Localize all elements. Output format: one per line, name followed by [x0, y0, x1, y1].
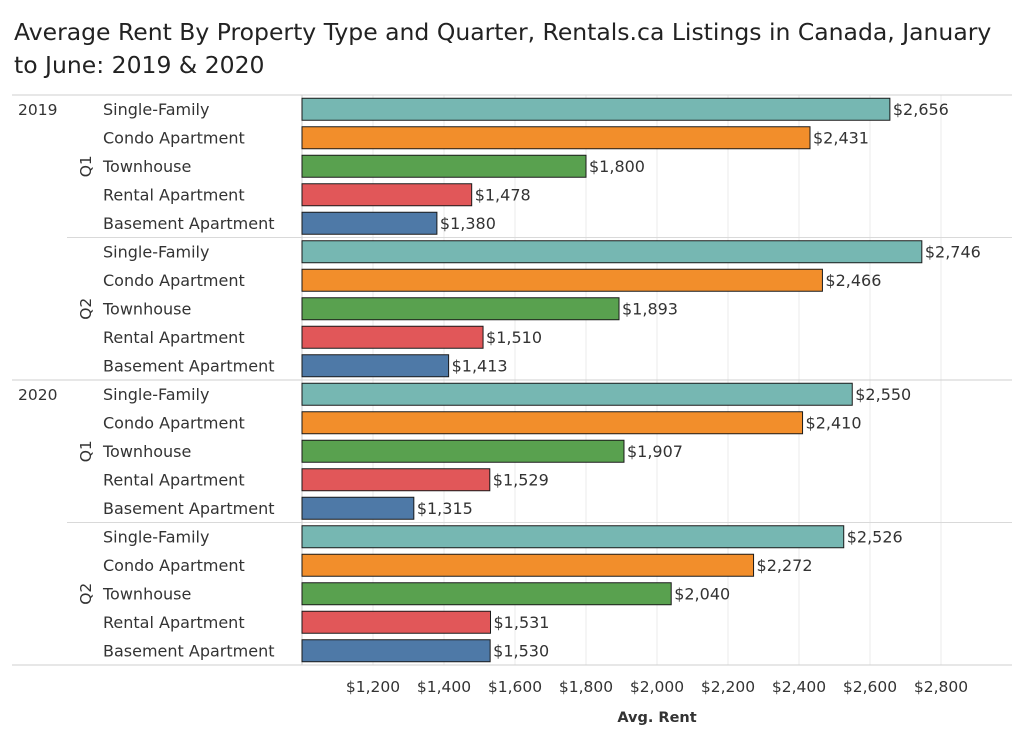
- x-tick-label: $1,200: [346, 678, 400, 696]
- value-label: $1,478: [475, 185, 531, 204]
- bar-2020-q1-single-family: [301, 382, 853, 406]
- value-label: $1,907: [627, 442, 683, 461]
- category-label: Single-Family: [103, 100, 209, 119]
- bar-2019-q2-basement-apartment: [301, 354, 450, 378]
- year-label-2020: 2020: [18, 386, 57, 404]
- value-label: $1,531: [494, 613, 550, 632]
- category-label: Rental Apartment: [103, 185, 245, 204]
- x-axis-title: Avg. Rent: [617, 710, 696, 726]
- x-tick-label: $2,400: [772, 678, 826, 696]
- value-label: $1,315: [417, 499, 473, 518]
- category-label: Townhouse: [102, 442, 191, 461]
- value-label: $2,466: [825, 271, 881, 290]
- value-label: $2,272: [757, 556, 813, 575]
- bar-2019-q1-basement-apartment: [301, 211, 438, 235]
- category-label: Single-Family: [103, 527, 209, 546]
- quarter-label: Q2: [77, 583, 95, 605]
- category-label: Townhouse: [102, 584, 191, 603]
- value-label: $1,529: [493, 470, 549, 489]
- category-label: Rental Apartment: [103, 470, 245, 489]
- category-label: Townhouse: [102, 157, 191, 176]
- x-tick-label: $1,800: [559, 678, 613, 696]
- chart-title: Average Rent By Property Type and Quarte…: [14, 18, 992, 79]
- category-label: Rental Apartment: [103, 613, 245, 632]
- category-label: Condo Apartment: [103, 413, 245, 432]
- bar-2019-q2-townhouse: [301, 297, 620, 321]
- value-label: $2,040: [674, 584, 730, 603]
- bar-2019-q2-rental-apartment: [301, 325, 484, 349]
- value-label: $1,893: [622, 299, 678, 318]
- x-tick-label: $2,200: [701, 678, 755, 696]
- bar-2019-q1-condo-apartment: [301, 126, 811, 150]
- bar-2020-q2-condo-apartment: [301, 553, 755, 577]
- category-label: Basement Apartment: [103, 641, 275, 660]
- category-label: Single-Family: [103, 385, 209, 404]
- bar-2019-q1-rental-apartment: [301, 183, 473, 207]
- bar-2020-q2-single-family: [301, 525, 845, 549]
- category-label: Single-Family: [103, 242, 209, 261]
- value-label: $2,746: [925, 242, 981, 261]
- category-label: Rental Apartment: [103, 328, 245, 347]
- bar-2020-q2-townhouse: [301, 582, 672, 606]
- value-label: $1,530: [493, 641, 549, 660]
- value-label: $2,550: [855, 385, 911, 404]
- quarter-label: Q1: [77, 440, 95, 462]
- x-tick-label: $1,600: [488, 678, 542, 696]
- quarter-label: Q1: [77, 155, 95, 177]
- value-label: $2,431: [813, 128, 869, 147]
- category-label: Basement Apartment: [103, 214, 275, 233]
- value-label: $1,413: [452, 356, 508, 375]
- x-tick-label: $1,400: [417, 678, 471, 696]
- value-label: $2,410: [806, 413, 862, 432]
- bar-2019-q2-condo-apartment: [301, 268, 823, 292]
- quarter-label: Q2: [77, 298, 95, 320]
- bar-2019-q2-single-family: [301, 240, 923, 264]
- x-tick-label: $2,000: [630, 678, 684, 696]
- year-label-2019: 2019: [18, 101, 57, 119]
- category-label: Basement Apartment: [103, 499, 275, 518]
- value-label: $1,510: [486, 328, 542, 347]
- category-label: Condo Apartment: [103, 556, 245, 575]
- bar-2019-q1-townhouse: [301, 154, 587, 178]
- category-label: Condo Apartment: [103, 271, 245, 290]
- value-label: $1,800: [589, 157, 645, 176]
- category-label: Basement Apartment: [103, 356, 275, 375]
- category-label: Townhouse: [102, 299, 191, 318]
- bar-2020-q2-rental-apartment: [301, 610, 492, 634]
- value-label: $2,526: [847, 527, 903, 546]
- bar-2020-q1-basement-apartment: [301, 496, 415, 520]
- category-label: Condo Apartment: [103, 128, 245, 147]
- value-label: $2,656: [893, 100, 949, 119]
- bar-2020-q1-condo-apartment: [301, 411, 804, 435]
- bar-2020-q2-basement-apartment: [301, 639, 491, 663]
- x-tick-label: $2,600: [843, 678, 897, 696]
- bar-2020-q1-townhouse: [301, 439, 625, 463]
- bar-2020-q1-rental-apartment: [301, 468, 491, 492]
- value-label: $1,380: [440, 214, 496, 233]
- bar-2019-q1-single-family: [301, 97, 891, 121]
- x-tick-label: $2,800: [914, 678, 968, 696]
